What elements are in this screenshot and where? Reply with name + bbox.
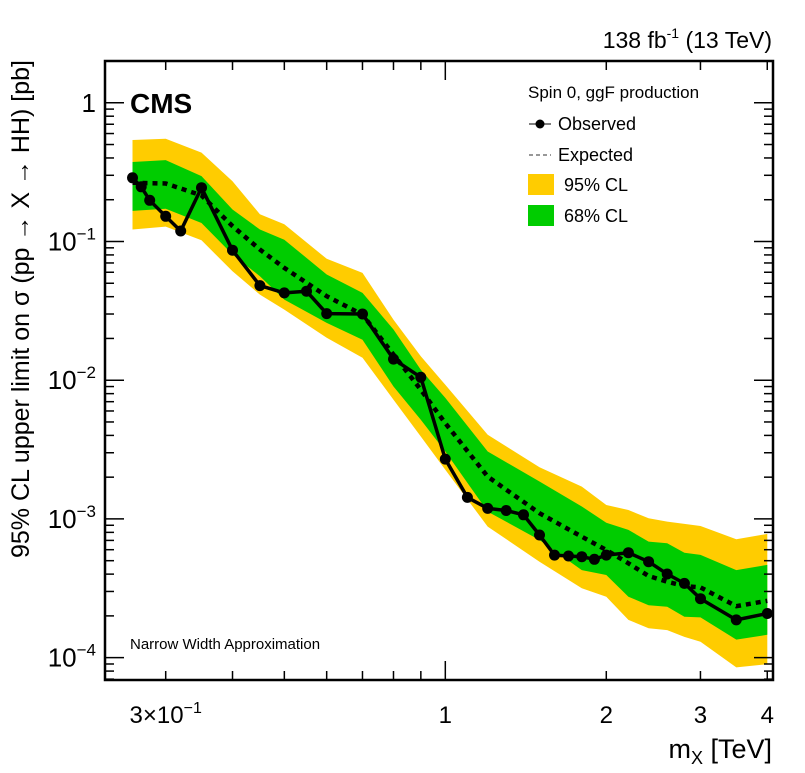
observed-point bbox=[518, 509, 529, 521]
observed-point bbox=[415, 371, 427, 383]
observed-point bbox=[175, 225, 187, 237]
observed-point bbox=[461, 491, 473, 503]
observed-point bbox=[576, 551, 588, 563]
legend-label-95cl: 95% CL bbox=[564, 175, 628, 195]
observed-point bbox=[500, 505, 512, 516]
observed-legend-marker bbox=[535, 119, 545, 129]
expected-line bbox=[132, 180, 768, 609]
y-tick-label: 10−4 bbox=[48, 641, 96, 673]
observed-point bbox=[661, 568, 673, 580]
legend-item-expected: Expected bbox=[529, 145, 633, 165]
observed-point bbox=[600, 549, 612, 561]
observed-point bbox=[160, 210, 172, 222]
ticks-layer: 3×10−1 1 2 3 4 1 10−1 10−2 10−3 10−4 bbox=[48, 60, 774, 729]
observed-point bbox=[482, 502, 494, 514]
legend: Spin 0, ggF production Observed Expected… bbox=[528, 83, 699, 226]
observed-point bbox=[278, 287, 290, 299]
legend-header: Spin 0, ggF production bbox=[528, 83, 699, 102]
observed-point bbox=[127, 172, 138, 184]
observed-point bbox=[321, 308, 333, 320]
x-axis-title: mX [TeV] bbox=[668, 734, 772, 768]
annotation-label: Narrow Width Approximation bbox=[130, 636, 320, 653]
experiment-label: CMS bbox=[130, 88, 192, 119]
x-tick-label: 2 bbox=[600, 702, 613, 729]
plot-frame bbox=[103, 59, 775, 682]
y-tick-label: 10−1 bbox=[48, 224, 96, 256]
axes-frame bbox=[103, 59, 775, 682]
x-tick-label: 4 bbox=[761, 702, 774, 729]
observed-point bbox=[534, 529, 545, 541]
observed-point bbox=[695, 593, 706, 605]
legend-item-68cl: 68% CL bbox=[528, 205, 628, 226]
observed-point bbox=[622, 547, 634, 559]
band68-legend-swatch bbox=[528, 205, 554, 226]
observed-point bbox=[678, 577, 690, 589]
legend-label-68cl: 68% CL bbox=[564, 206, 628, 226]
observed-point bbox=[227, 244, 238, 256]
legend-item-observed: Observed bbox=[529, 114, 636, 134]
y-tick-label: 10−3 bbox=[48, 502, 96, 534]
y-axis-title: 95% CL upper limit on σ (pp → X → HH) [p… bbox=[7, 60, 35, 558]
band95-legend-swatch bbox=[528, 174, 554, 195]
y-tick-label: 10−2 bbox=[48, 363, 96, 395]
band-68cl bbox=[132, 160, 768, 640]
observed-point bbox=[761, 608, 773, 619]
observed-point bbox=[588, 553, 600, 565]
observed-point bbox=[196, 182, 207, 194]
observed-point bbox=[563, 550, 574, 562]
legend-item-95cl: 95% CL bbox=[528, 174, 628, 195]
x-tick-label: 1 bbox=[439, 702, 452, 729]
observed-point bbox=[301, 285, 312, 297]
observed-point bbox=[135, 181, 147, 193]
observed-point bbox=[144, 194, 156, 206]
bands-layer bbox=[132, 138, 768, 668]
observed-point bbox=[643, 556, 655, 568]
observed-point bbox=[388, 353, 399, 365]
legend-label-expected: Expected bbox=[558, 145, 633, 165]
legend-label-observed: Observed bbox=[558, 114, 636, 134]
observed-point bbox=[254, 280, 266, 292]
observed-point bbox=[357, 308, 368, 320]
lumi-label: 138 fb-1 (13 TeV) bbox=[603, 25, 772, 53]
observed-point bbox=[549, 549, 560, 561]
x-tick-label: 3×10−1 bbox=[130, 700, 202, 729]
x-tick-label: 3 bbox=[694, 702, 707, 729]
observed-point bbox=[439, 453, 451, 465]
observed-point bbox=[730, 614, 742, 626]
lines-layer bbox=[127, 172, 773, 626]
y-tick-label: 1 bbox=[82, 88, 96, 118]
